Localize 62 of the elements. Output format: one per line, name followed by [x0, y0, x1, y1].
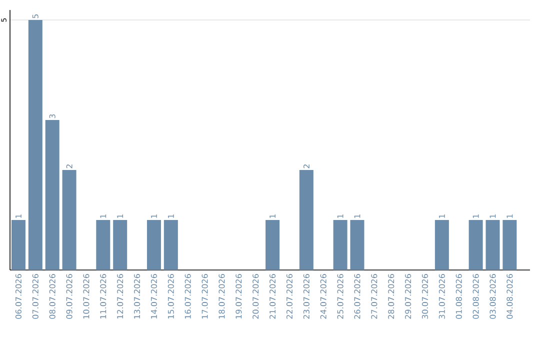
x-tick-label: 09.07.2026: [66, 274, 72, 319]
data-label: 5: [32, 14, 38, 18]
bar: [486, 220, 500, 270]
x-tick-label: 07.07.2026: [32, 274, 38, 319]
x-tick-label: 11.07.2026: [100, 274, 106, 318]
bar: [96, 220, 110, 270]
x-tick-label: 03.08.2026: [490, 274, 496, 319]
x-tick-label: 30.07.2026: [422, 274, 428, 319]
data-label: 1: [490, 214, 496, 218]
bar: [146, 220, 161, 270]
x-tick-label: 22.07.2026: [286, 274, 293, 319]
bar: [350, 220, 364, 270]
data-label: 1: [16, 214, 22, 218]
x-tick-label: 02.08.2026: [472, 274, 479, 319]
data-label: 1: [506, 214, 513, 218]
x-tick-label: 17.07.2026: [202, 274, 208, 318]
bar: [45, 120, 60, 270]
bar: [28, 20, 42, 270]
x-tick-label: 12.07.2026: [117, 274, 124, 318]
x-tick-label: 16.07.2026: [184, 274, 191, 318]
x-tick-label: 18.07.2026: [218, 274, 225, 318]
x-tick-label: 19.07.2026: [236, 274, 242, 318]
bar: [299, 170, 314, 270]
x-tick-label: 25.07.2026: [337, 274, 344, 319]
bar: [164, 220, 178, 270]
data-label: 3: [49, 114, 56, 118]
bar: [468, 220, 483, 270]
x-tick-label: 15.07.2026: [168, 274, 174, 318]
data-label: 1: [337, 214, 344, 218]
data-label: 1: [100, 214, 106, 218]
data-label: 1: [472, 214, 479, 218]
bar: [333, 220, 348, 270]
data-label: 2: [66, 164, 72, 168]
x-tick-label: 21.07.2026: [270, 274, 276, 319]
x-tick-label: 04.08.2026: [506, 274, 513, 319]
data-label: 1: [439, 214, 445, 218]
x-tick-label: 20.07.2026: [252, 274, 259, 319]
x-tick-label: 14.07.2026: [150, 274, 157, 318]
x-tick-label: 29.07.2026: [405, 274, 412, 319]
x-tick-label: 24.07.2026: [320, 274, 326, 319]
bar: [266, 220, 280, 270]
data-label: 1: [270, 214, 276, 218]
bar: [11, 220, 26, 270]
data-label: 1: [117, 214, 124, 218]
bar: [62, 170, 76, 270]
x-tick-label: 31.07.2026: [438, 274, 445, 319]
data-label: 2: [303, 164, 310, 168]
data-label: 1: [354, 214, 360, 218]
x-tick-label: 01.08.2026: [456, 274, 462, 319]
bar: [502, 220, 517, 270]
bar: [434, 220, 449, 270]
x-tick-label: 10.07.2026: [83, 274, 90, 318]
bar: [113, 220, 128, 270]
x-tick-label: 08.07.2026: [49, 274, 56, 319]
x-tick-label: 27.07.2026: [371, 274, 378, 319]
x-tick-label: 28.07.2026: [388, 274, 394, 319]
x-tick-label: 26.07.2026: [354, 274, 360, 319]
x-tick-label: 06.07.2026: [15, 274, 22, 319]
data-label: 1: [151, 214, 157, 218]
x-tick-label: 13.07.2026: [134, 274, 140, 318]
x-tick-label: 23.07.2026: [303, 274, 310, 319]
data-label: 1: [168, 214, 174, 218]
